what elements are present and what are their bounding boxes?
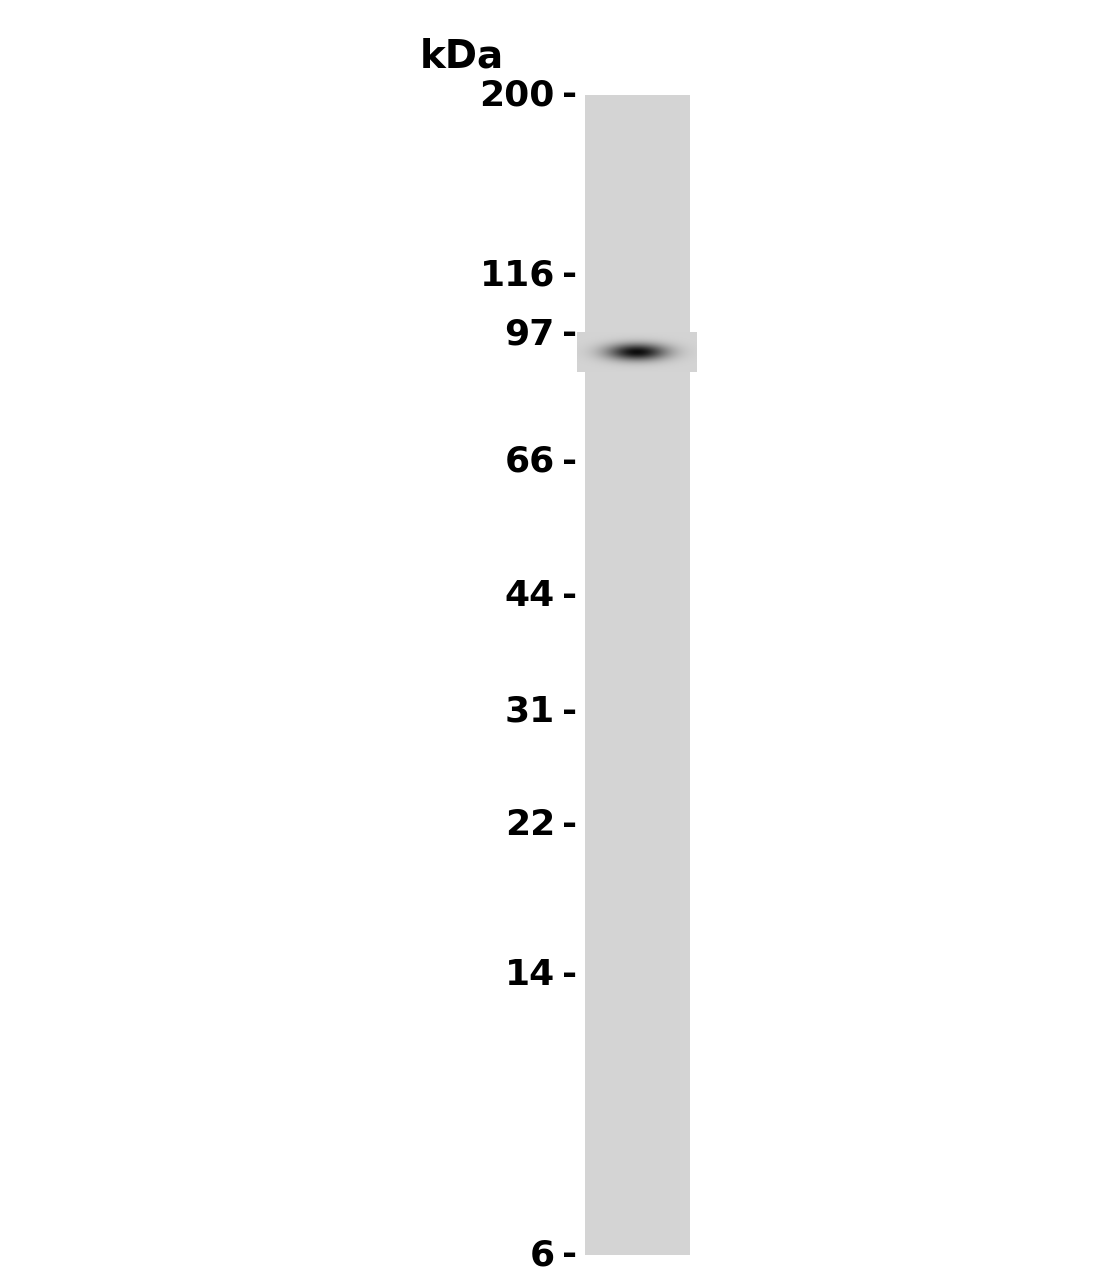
Text: 22: 22 (504, 808, 555, 842)
Text: 44: 44 (504, 579, 555, 613)
Text: -: - (562, 579, 577, 613)
Text: -: - (562, 444, 577, 479)
Text: -: - (562, 695, 577, 728)
Text: -: - (562, 259, 577, 292)
Text: -: - (562, 317, 577, 352)
Text: 97: 97 (504, 317, 555, 352)
Text: 200: 200 (480, 78, 555, 111)
Text: -: - (562, 808, 577, 842)
Text: 66: 66 (504, 444, 555, 479)
Bar (585, 95, 690, 1254)
Text: kDa: kDa (420, 38, 504, 76)
Text: 116: 116 (480, 259, 555, 292)
Text: -: - (562, 1238, 577, 1272)
Text: 6: 6 (530, 1238, 555, 1272)
Text: -: - (562, 78, 577, 111)
Text: -: - (562, 957, 577, 992)
Text: 14: 14 (504, 957, 555, 992)
Text: 31: 31 (504, 695, 555, 728)
